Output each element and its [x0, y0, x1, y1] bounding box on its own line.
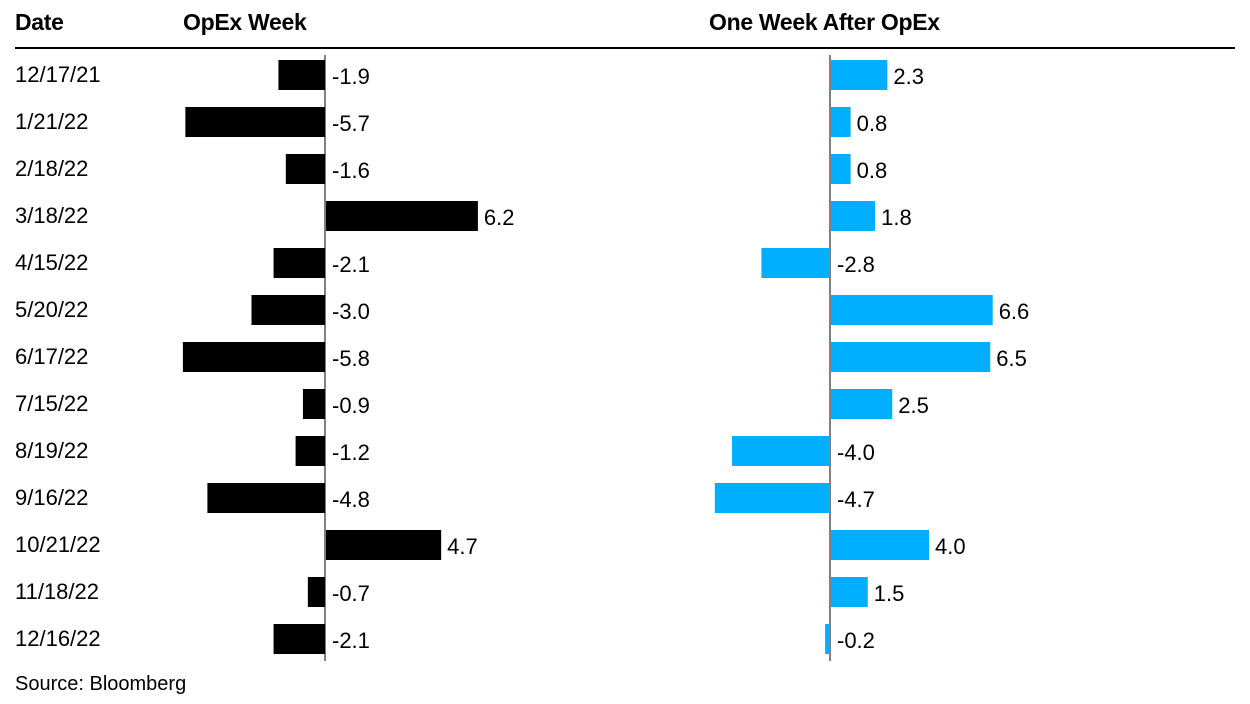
opex-week-bar — [273, 624, 325, 654]
date-label: 4/15/22 — [15, 250, 88, 275]
after-opex-value-label: 1.5 — [874, 581, 905, 606]
opex-week-bar — [273, 248, 325, 278]
opex-week-value-label: -2.1 — [332, 252, 370, 277]
opex-week-value-label: -1.2 — [332, 440, 370, 465]
opex-week-value-label: -1.9 — [332, 64, 370, 89]
opex-week-bar — [251, 295, 325, 325]
date-label: 5/20/22 — [15, 297, 88, 322]
opex-week-value-label: -0.9 — [332, 393, 370, 418]
opex-week-column-header: OpEx Week — [183, 9, 307, 35]
after-opex-bar — [831, 201, 876, 231]
after-opex-value-label: 2.5 — [898, 393, 929, 418]
after-opex-value-label: -4.7 — [837, 487, 875, 512]
after-opex-value-label: -2.8 — [837, 252, 875, 277]
opex-week-value-label: -4.8 — [332, 487, 370, 512]
after-opex-bar — [831, 389, 893, 419]
date-label: 10/21/22 — [15, 532, 101, 557]
opex-week-bar — [302, 389, 325, 419]
header-rule — [15, 47, 1235, 49]
after-opex-value-label: -4.0 — [837, 440, 875, 465]
opex-week-bar — [278, 60, 325, 90]
after-opex-value-label: 1.8 — [881, 205, 912, 230]
after-opex-bar — [831, 530, 929, 560]
after-opex-value-label: 0.8 — [857, 111, 888, 136]
date-label: 11/18/22 — [15, 579, 99, 604]
source-note: Source: Bloomberg — [15, 673, 187, 695]
after-opex-value-label: 6.5 — [996, 346, 1027, 371]
date-label: 12/16/22 — [15, 626, 101, 651]
date-label: 2/18/22 — [15, 156, 88, 181]
opex-week-value-label: 6.2 — [484, 205, 515, 230]
after-opex-bar — [831, 107, 851, 137]
date-column-header: Date — [15, 9, 64, 35]
after-opex-bar — [831, 295, 993, 325]
opex-week-value-label: -5.7 — [332, 111, 370, 136]
after-opex-value-label: 6.6 — [999, 299, 1030, 324]
after-opex-bar — [714, 483, 830, 513]
opex-week-value-label: -3.0 — [332, 299, 370, 324]
opex-week-value-label: -2.1 — [332, 628, 370, 653]
date-label: 1/21/22 — [15, 109, 88, 134]
opex-week-value-label: 4.7 — [447, 534, 478, 559]
opex-week-bar — [326, 530, 442, 560]
opex-week-bar — [326, 201, 478, 231]
date-label: 9/16/22 — [15, 485, 88, 510]
opex-week-bar — [295, 436, 325, 466]
date-label: 6/17/22 — [15, 344, 88, 369]
after-opex-bar — [732, 436, 830, 466]
after-opex-value-label: 2.3 — [893, 64, 924, 89]
opex-week-value-label: -1.6 — [332, 158, 370, 183]
date-label: 8/19/22 — [15, 438, 88, 463]
after-opex-bar — [831, 60, 888, 90]
after-opex-column-header: One Week After OpEx — [709, 9, 940, 35]
date-label: 12/17/21 — [15, 62, 101, 87]
opex-week-value-label: -0.7 — [332, 581, 370, 606]
opex-week-bar — [285, 154, 325, 184]
opex-week-bar — [185, 107, 325, 137]
opex-week-value-label: -5.8 — [332, 346, 370, 371]
opex-week-bar — [207, 483, 325, 513]
after-opex-bar — [825, 624, 830, 654]
after-opex-value-label: 0.8 — [857, 158, 888, 183]
after-opex-value-label: 4.0 — [935, 534, 966, 559]
after-opex-bar — [831, 342, 991, 372]
after-opex-bar — [831, 154, 851, 184]
after-opex-value-label: -0.2 — [837, 628, 875, 653]
opex-week-bar — [182, 342, 325, 372]
date-label: 7/15/22 — [15, 391, 88, 416]
after-opex-bar — [761, 248, 830, 278]
date-label: 3/18/22 — [15, 203, 88, 228]
opex-week-bar — [307, 577, 325, 607]
after-opex-bar — [831, 577, 868, 607]
